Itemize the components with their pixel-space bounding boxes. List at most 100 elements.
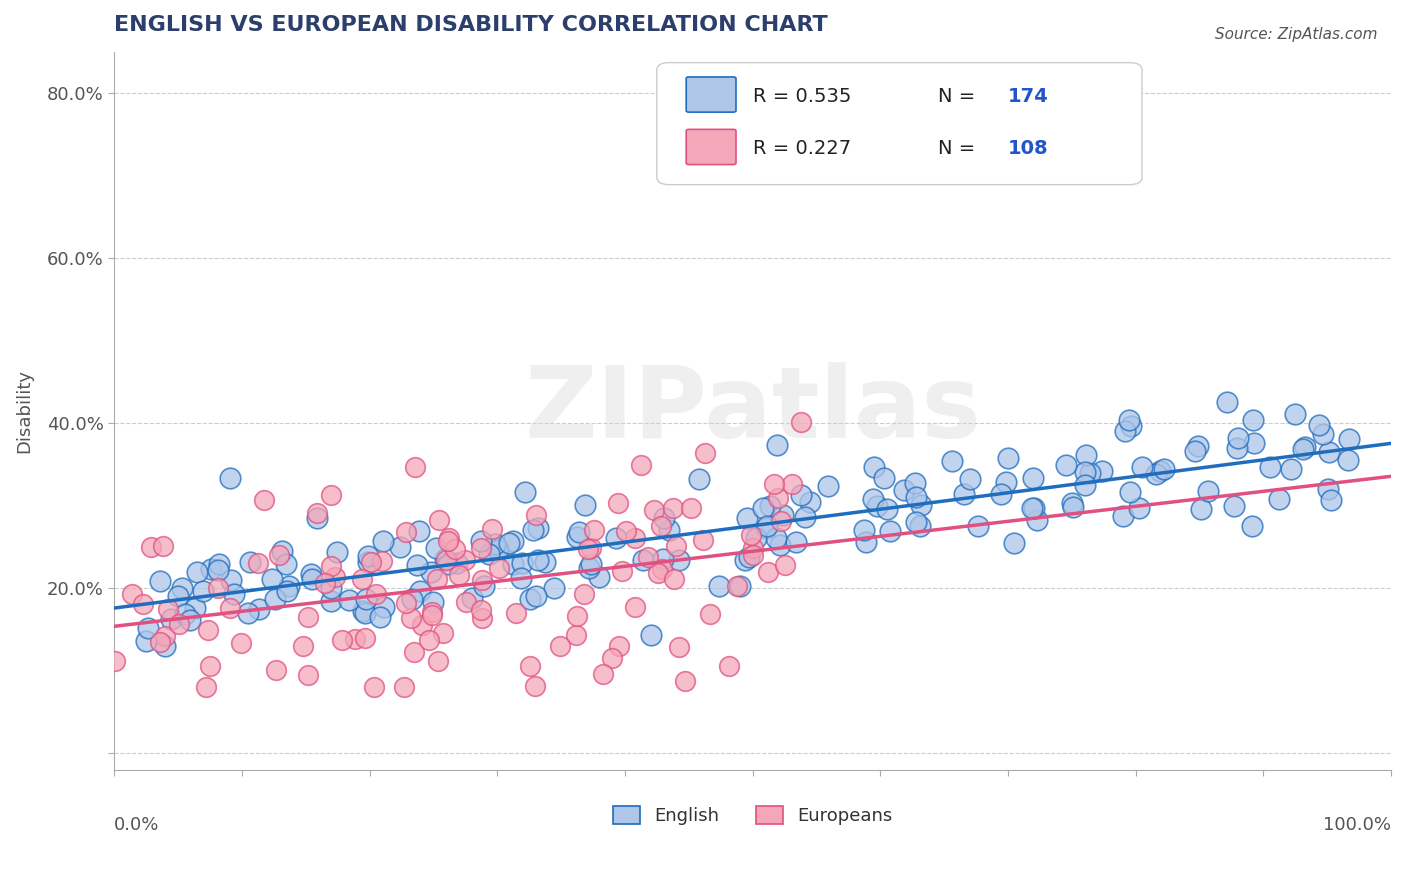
Point: [170, 582, 193, 596]
Point: [141, 540, 163, 554]
Point: [314, 576, 336, 591]
Point: [1144, 467, 1167, 481]
Point: [456, 595, 478, 609]
Point: [574, 499, 596, 513]
Point: [905, 490, 928, 504]
Point: [437, 534, 460, 549]
Point: [1317, 482, 1340, 496]
Point: [360, 555, 382, 569]
Point: [153, 639, 176, 653]
Point: [402, 644, 425, 658]
Point: [679, 500, 702, 515]
Point: [471, 611, 494, 625]
Point: [505, 607, 527, 621]
Point: [319, 559, 342, 574]
Point: [434, 552, 457, 566]
Point: [485, 541, 508, 556]
Point: [524, 589, 547, 603]
Point: [1317, 445, 1340, 459]
Point: [136, 621, 159, 635]
Point: [799, 495, 821, 509]
Point: [565, 628, 588, 642]
Point: [1216, 395, 1239, 409]
Point: [368, 610, 391, 624]
Point: [548, 639, 571, 653]
Point: [959, 472, 981, 486]
Point: [352, 572, 374, 586]
Point: [766, 438, 789, 452]
Point: [426, 573, 449, 587]
Point: [728, 579, 751, 593]
Point: [354, 631, 377, 645]
Point: [197, 623, 219, 637]
Point: [688, 472, 710, 486]
Point: [582, 524, 605, 538]
Point: [434, 553, 457, 567]
Point: [693, 446, 716, 460]
Point: [1312, 427, 1334, 442]
Point: [527, 553, 550, 567]
Point: [481, 522, 503, 536]
Point: [624, 600, 647, 615]
Point: [167, 616, 190, 631]
Point: [740, 528, 762, 542]
Point: [650, 519, 672, 533]
Point: [770, 515, 793, 529]
Point: [404, 460, 426, 475]
Point: [219, 601, 242, 615]
Point: [862, 460, 884, 475]
Point: [1119, 484, 1142, 499]
Point: [527, 521, 550, 535]
Point: [447, 568, 470, 582]
Point: [357, 555, 380, 569]
Point: [995, 475, 1018, 489]
Text: 100.0%: 100.0%: [1323, 816, 1391, 834]
Point: [373, 599, 395, 614]
Point: [692, 533, 714, 548]
Point: [152, 539, 174, 553]
Point: [1021, 501, 1043, 516]
Point: [408, 524, 430, 538]
Point: [437, 557, 460, 571]
Point: [519, 659, 541, 673]
Text: ZIPatlas: ZIPatlas: [524, 362, 981, 459]
Point: [699, 607, 721, 622]
Point: [470, 603, 492, 617]
Point: [1337, 453, 1360, 467]
FancyBboxPatch shape: [657, 62, 1142, 185]
Point: [420, 608, 443, 623]
Point: [853, 524, 876, 538]
Point: [1225, 441, 1247, 455]
Point: [356, 592, 378, 607]
Point: [967, 519, 990, 533]
Point: [762, 477, 785, 491]
Text: R = 0.227: R = 0.227: [752, 139, 851, 158]
Point: [855, 535, 877, 549]
Point: [1339, 432, 1361, 446]
Point: [373, 534, 395, 549]
Point: [427, 513, 450, 527]
Point: [735, 511, 758, 525]
Point: [420, 605, 443, 619]
Point: [756, 519, 779, 533]
Point: [565, 608, 588, 623]
Point: [662, 501, 685, 516]
Point: [323, 570, 346, 584]
Point: [135, 634, 157, 648]
Point: [1292, 442, 1315, 456]
Point: [207, 563, 229, 577]
Point: [752, 500, 775, 515]
Point: [432, 626, 454, 640]
Point: [297, 668, 319, 682]
Point: [510, 556, 533, 570]
Point: [472, 579, 495, 593]
Point: [269, 548, 291, 562]
Point: [873, 470, 896, 484]
Point: [149, 574, 172, 589]
Text: 108: 108: [1008, 139, 1049, 158]
Point: [780, 476, 803, 491]
Point: [1258, 460, 1281, 475]
Point: [392, 680, 415, 694]
Point: [1074, 465, 1097, 479]
Point: [1187, 439, 1209, 453]
